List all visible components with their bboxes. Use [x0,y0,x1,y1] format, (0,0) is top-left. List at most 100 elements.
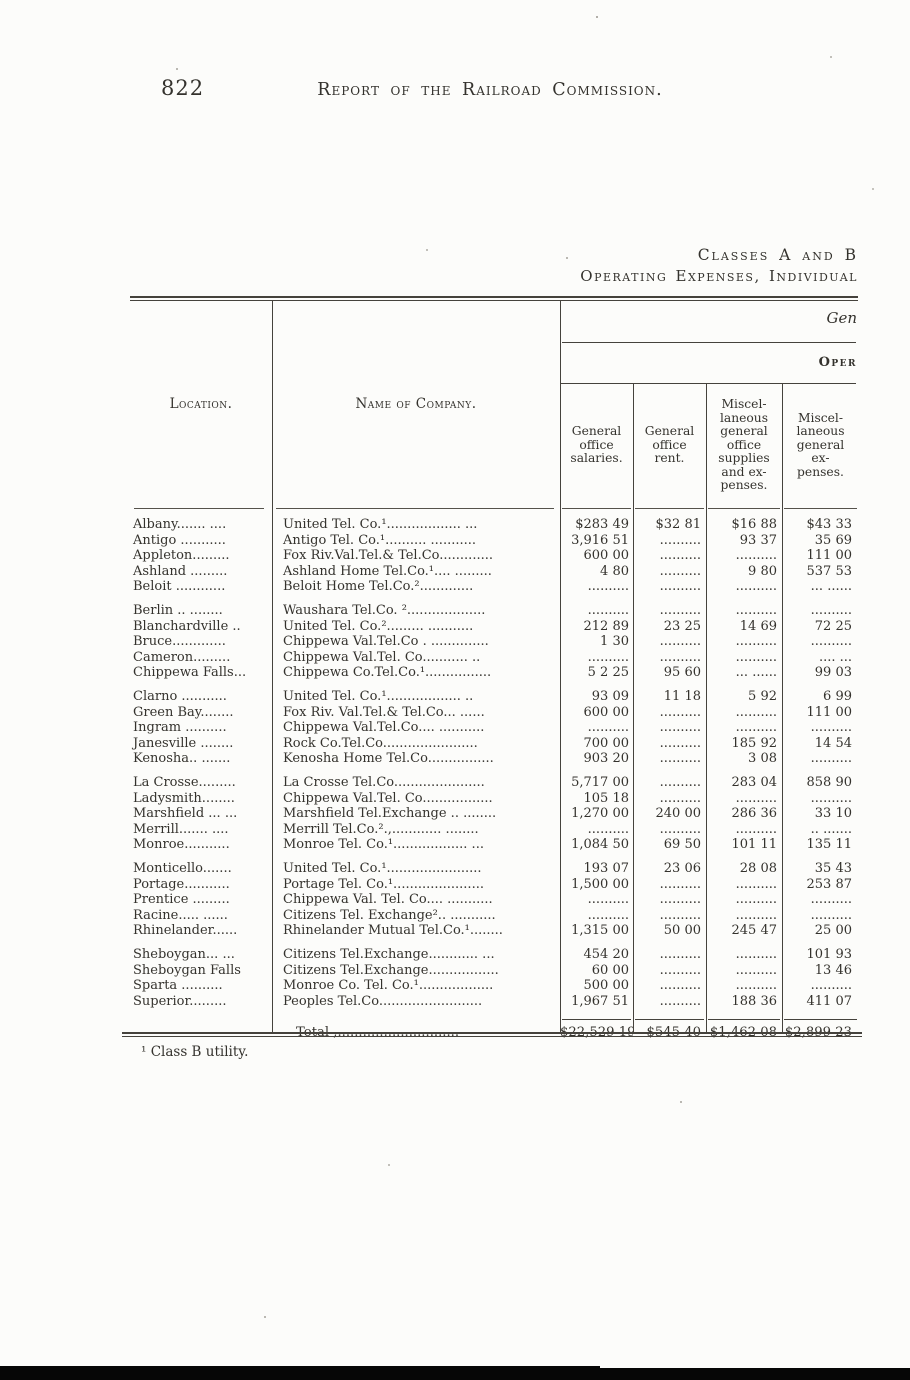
cell-loc: Rhinelander...... [133,923,238,938]
column-header-location: Location. [169,396,233,412]
total-rule-rent [635,1018,704,1020]
table-row: Janesville ........ Rock Co.Tel.Co.......… [130,736,860,752]
cell-co: United Tel. Co.¹.................. .. [283,689,474,704]
cell-v2: 23 06 [663,861,701,876]
cell-v1: .......... [587,907,629,923]
cell-v1: 193 07 [583,861,630,876]
table-bottom-rule-2 [122,1036,862,1037]
cell-co: Waushara Tel.Co. ²................... [283,603,486,618]
continuation-label-gen: Gen [826,309,857,327]
cell-v2: 95 60 [663,665,701,680]
table-row: Cameron......... Chippewa Val.Tel. Co....… [130,650,860,666]
cell-v1: 1,500 00 [571,876,629,892]
table-top-rule-2 [130,300,858,301]
cell-v4: .......... [810,720,852,735]
cell-loc: Berlin .. ........ [133,603,223,618]
cell-loc: Ladysmith........ [133,790,235,806]
cell-loc: Beloit ............ [133,579,226,594]
total-rule-salaries [562,1018,631,1020]
cell-v3: 101 11 [731,837,778,852]
cell-v4: 6 99 [823,689,852,704]
row-group: Berlin .. ........ Waushara Tel.Co. ²....… [130,603,860,681]
cell-co: Citizens Tel. Exchange².. ........... [283,907,496,923]
continuation-label-oper: Oper [818,355,857,370]
cell-loc: Janesville ........ [133,735,234,751]
cell-v4: 411 07 [806,993,853,1009]
cell-co: Chippewa Val. Tel. Co.... ........... [283,892,493,907]
cell-v2: .......... [659,579,701,594]
scan-edge-bar-left [0,1366,600,1380]
cell-v4: 72 25 [814,618,852,634]
cell-co: United Tel. Co.¹.................. ... [283,517,478,532]
running-title: Report of the Railroad Commission. [317,80,663,100]
cell-v1: 600 00 [583,704,630,720]
cell-loc: Monticello....... [133,861,232,876]
header-underline [562,508,631,509]
table-row: Marshfield ... ... Marshfield Tel.Exchang… [130,806,860,822]
cell-v1: 3,916 51 [571,532,629,548]
table-row: Bruce............. Chippewa Val.Tel.Co . … [130,634,860,650]
table-row: Prentice ......... Chippewa Val. Tel. Co.… [130,892,860,908]
header-underline [134,508,264,509]
cell-v1: 212 89 [583,618,630,634]
row-group: Monticello....... United Tel. Co.¹.......… [130,861,860,939]
footnote: ¹ Class B utility. [141,1044,249,1060]
cell-co: Peoples Tel.Co......................... [283,993,483,1009]
cell-v4: .. ....... [810,821,852,837]
cell-co: United Tel. Co.¹....................... [283,861,482,876]
cell-v3: .......... [735,790,777,806]
cell-v2: .......... [659,634,701,649]
cell-loc: Antigo ........... [133,532,226,548]
cell-co: Fox Riv. Val.Tel.& Tel.Co... ...... [283,704,485,720]
cell-v2: .......... [659,532,701,548]
table-row: Appleton......... Fox Riv.Val.Tel.& Tel.C… [130,548,860,564]
cell-co: Chippewa Val.Tel. Co........... .. [283,649,481,665]
cell-loc: Bruce............. [133,634,226,649]
cell-v3: $16 88 [731,517,778,532]
cell-loc: La Crosse......... [133,775,236,790]
cell-v3: .......... [735,907,777,923]
table-row: Ashland ......... Ashland Home Tel.Co.¹..… [130,564,860,580]
table-row: Monticello....... United Tel. Co.¹.......… [130,861,860,877]
cell-v2: 11 18 [663,689,701,704]
cell-co: Citizens Tel.Exchange............ ... [283,947,495,962]
table-row: Beloit ............ Beloit Home Tel.Co.².… [130,579,860,595]
cell-v3: .......... [735,704,777,720]
cell-v1: .......... [587,603,629,618]
cell-v1: 5,717 00 [571,775,629,790]
cell-co: Chippewa Val.Tel.Co.... ........... [283,720,485,735]
divider-rent-supplies [706,383,707,1033]
cell-co: Monroe Co. Tel. Co.¹.................. [283,978,494,993]
cell-loc: Sheboygan... ... [133,947,235,962]
cell-loc: Ingram .......... [133,720,227,735]
cell-v2: .......... [659,892,701,907]
table-caption: Classes A and B Operating Expenses, Indi… [580,245,858,287]
cell-v2: .......... [659,876,701,892]
cell-v3: 14 69 [739,618,777,634]
table-row: Portage........... Portage Tel. Co.¹.....… [130,877,860,893]
cell-v1: 105 18 [583,790,630,806]
cell-v3: .......... [735,876,777,892]
cell-v4: 858 90 [806,775,853,790]
cell-loc: Sparta .......... [133,978,223,993]
cell-co: Rock Co.Tel.Co....................... [283,735,478,751]
cell-co: Monroe Tel. Co.¹.................. ... [283,837,484,852]
cell-v2: .......... [659,978,701,993]
cell-v2: .......... [659,603,701,618]
cell-v4: .......... [810,603,852,618]
cell-v4: 101 93 [806,947,853,962]
cell-co: Beloit Home Tel.Co.²............. [283,579,474,594]
cell-v4: .......... [810,978,852,993]
cell-co: Citizens Tel.Exchange................. [283,962,499,978]
cell-v1: 1,315 00 [571,923,629,938]
cell-v3: 185 92 [731,735,778,751]
cell-v1: .......... [587,579,629,594]
cell-v3: 286 36 [731,806,778,821]
cell-v2: .......... [659,907,701,923]
table-row: Kenosha.. ....... Kenosha Home Tel.Co....… [130,751,860,767]
cell-v3: .......... [735,634,777,649]
cell-v1: .......... [587,821,629,837]
cell-loc: Cameron......... [133,649,231,665]
cell-v1: .......... [587,649,629,665]
